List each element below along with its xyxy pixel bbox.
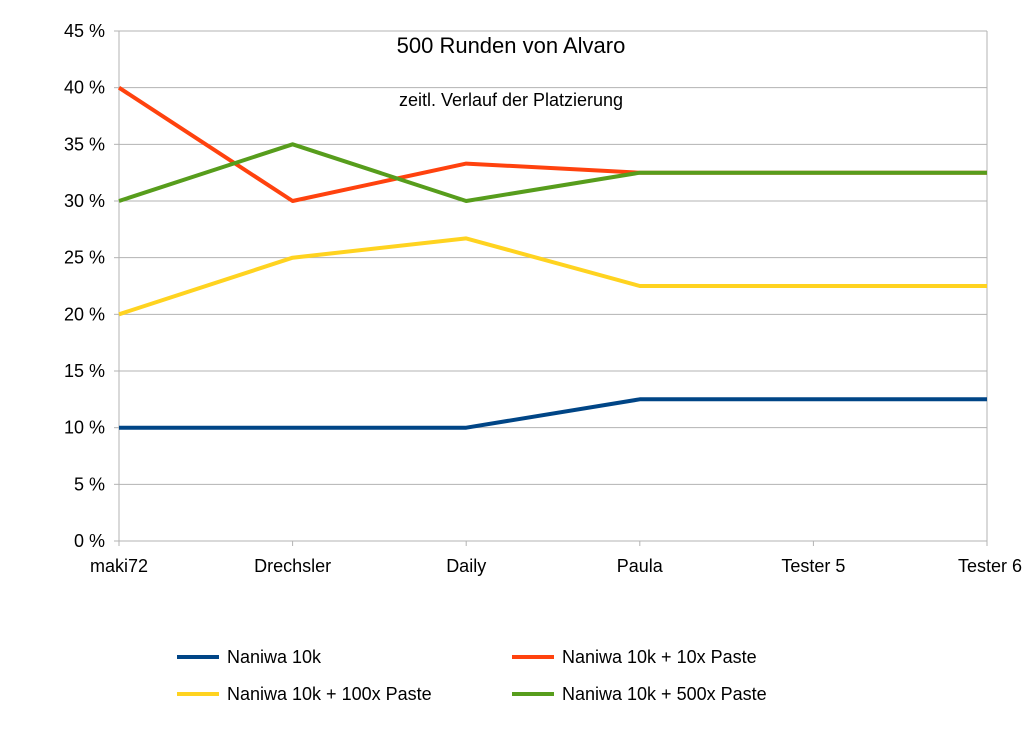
y-tick-label: 40 % bbox=[64, 78, 105, 98]
x-tick-label: maki72 bbox=[90, 556, 148, 576]
legend-label: Naniwa 10k + 100x Paste bbox=[227, 684, 432, 704]
legend-label: Naniwa 10k + 500x Paste bbox=[562, 684, 767, 704]
series-line-4 bbox=[118, 142, 987, 203]
x-tick-labels: maki72 Drechsler Daily Paula Tester 5 Tester … bbox=[90, 556, 1022, 576]
y-tick-label: 25 % bbox=[64, 248, 105, 268]
x-tick-label: Tester 5 bbox=[781, 556, 845, 576]
y-tick-label: 5 % bbox=[74, 474, 105, 494]
legend-entry: Naniwa 10k + 500x Paste bbox=[512, 684, 767, 704]
x-tick-label: Daily bbox=[446, 556, 486, 576]
series-line-3 bbox=[118, 236, 987, 317]
y-tick-label: 10 % bbox=[64, 418, 105, 438]
y-tick-label: 30 % bbox=[64, 191, 105, 211]
y-tick-label: 45 % bbox=[64, 21, 105, 41]
x-tick-label: Paula bbox=[617, 556, 664, 576]
legend-entry: Naniwa 10k + 100x Paste bbox=[177, 684, 432, 704]
y-tick-label: 0 % bbox=[74, 531, 105, 551]
legend: Naniwa 10k Naniwa 10k + 10x Paste Naniwa 1… bbox=[177, 647, 767, 704]
gridlines bbox=[119, 30, 987, 485]
y-tick-label: 35 % bbox=[64, 134, 105, 154]
series-line-1 bbox=[119, 397, 987, 430]
legend-label: Naniwa 10k + 10x Paste bbox=[562, 647, 757, 667]
x-tick-label: Tester 6 bbox=[958, 556, 1022, 576]
y-tick-label: 20 % bbox=[64, 304, 105, 324]
axes bbox=[114, 30, 988, 546]
legend-entry: Naniwa 10k + 10x Paste bbox=[512, 647, 757, 667]
legend-label: Naniwa 10k bbox=[227, 647, 322, 667]
y-tick-labels: 0 % 5 % 10 % 15 % 20 % 25 % 30 % 35 % 40 % 45 % bbox=[64, 21, 105, 551]
x-tick-label: Drechsler bbox=[254, 556, 331, 576]
chart-title: 500 Runden von Alvaro bbox=[397, 33, 626, 58]
chart-subtitle: zeitl. Verlauf der Platzierung bbox=[399, 90, 623, 110]
y-tick-label: 15 % bbox=[64, 361, 105, 381]
series-lines bbox=[117, 86, 987, 430]
legend-entry: Naniwa 10k bbox=[177, 647, 322, 667]
